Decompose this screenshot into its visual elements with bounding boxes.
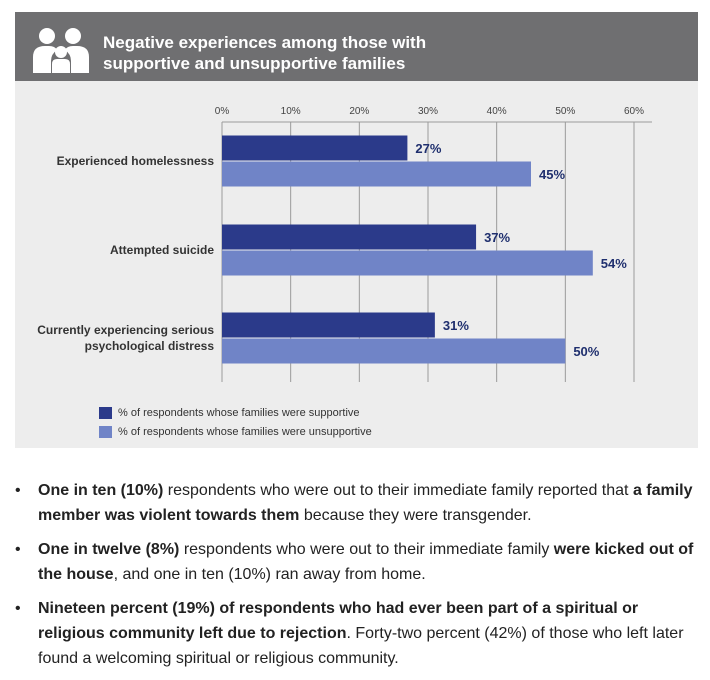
- chart-header: Negative experiences among those with su…: [15, 12, 698, 81]
- chart-legend: % of respondents whose families were sup…: [99, 403, 372, 441]
- chart-title-line-1: Negative experiences among those with: [103, 33, 427, 52]
- bar: [222, 250, 593, 276]
- bar: [222, 312, 435, 338]
- bar: [222, 224, 477, 250]
- x-tick-label: 0%: [215, 106, 230, 117]
- legend-label-supportive: % of respondents whose families were sup…: [118, 406, 360, 419]
- list-item: Nineteen percent (19%) of respondents wh…: [15, 596, 695, 671]
- chart-card: Negative experiences among those with su…: [15, 12, 698, 448]
- chart-title: Negative experiences among those with su…: [103, 32, 663, 74]
- text: respondents who were out to their immedi…: [179, 541, 554, 558]
- findings-list: One in ten (10%) respondents who were ou…: [15, 478, 695, 680]
- legend-swatch-supportive: [99, 406, 112, 419]
- data-label: 27%: [415, 141, 441, 156]
- text: because they were transgender.: [299, 507, 532, 524]
- legend-label-unsupportive: % of respondents whose families were uns…: [118, 425, 372, 438]
- chart-title-line-2: supportive and unsupportive families: [103, 54, 406, 73]
- x-tick-label: 50%: [555, 106, 575, 117]
- category-label: Attempted suicide: [110, 243, 214, 257]
- x-tick-label: 40%: [487, 106, 507, 117]
- bold-text: Nineteen percent (19%) of respondents wh…: [38, 600, 639, 642]
- data-label: 37%: [484, 230, 510, 245]
- category-label: Currently experiencing serious: [37, 323, 214, 337]
- bar: [222, 135, 408, 161]
- data-label: 54%: [601, 256, 627, 271]
- family-icon: [33, 28, 89, 73]
- data-label: 45%: [539, 167, 565, 182]
- bar: [222, 338, 566, 364]
- x-tick-label: 20%: [349, 106, 369, 117]
- text: . Forty-two percent (42%) of those who l…: [38, 625, 684, 667]
- bar-chart: 0% 10% 20% 30% 40% 50% 60% 27% 45% Experienced ho…: [37, 106, 652, 382]
- bar: [222, 161, 531, 187]
- legend-item-supportive: % of respondents whose families were sup…: [99, 403, 372, 422]
- legend-swatch-unsupportive: [99, 425, 112, 438]
- category-label: psychological distress: [85, 339, 215, 353]
- text: , and one in ten (10%) ran away from hom…: [113, 566, 426, 583]
- category-label: Experienced homelessness: [57, 154, 215, 168]
- bold-text: One in ten (10%): [38, 482, 164, 499]
- x-tick-label: 30%: [418, 106, 438, 117]
- data-label: 31%: [443, 318, 469, 333]
- x-tick-label: 60%: [624, 106, 644, 117]
- bold-text: a family member was violent towards them: [38, 482, 693, 524]
- bold-text: One in twelve (8%): [38, 541, 180, 558]
- x-tick-label: 10%: [281, 106, 301, 117]
- text: respondents who were out to their immedi…: [163, 482, 633, 499]
- data-label: 50%: [573, 344, 599, 359]
- list-item: One in ten (10%) respondents who were ou…: [15, 478, 695, 528]
- list-item: One in twelve (8%) respondents who were …: [15, 537, 695, 587]
- bold-text: were kicked out of the house: [38, 541, 694, 583]
- legend-item-unsupportive: % of respondents whose families were uns…: [99, 422, 372, 441]
